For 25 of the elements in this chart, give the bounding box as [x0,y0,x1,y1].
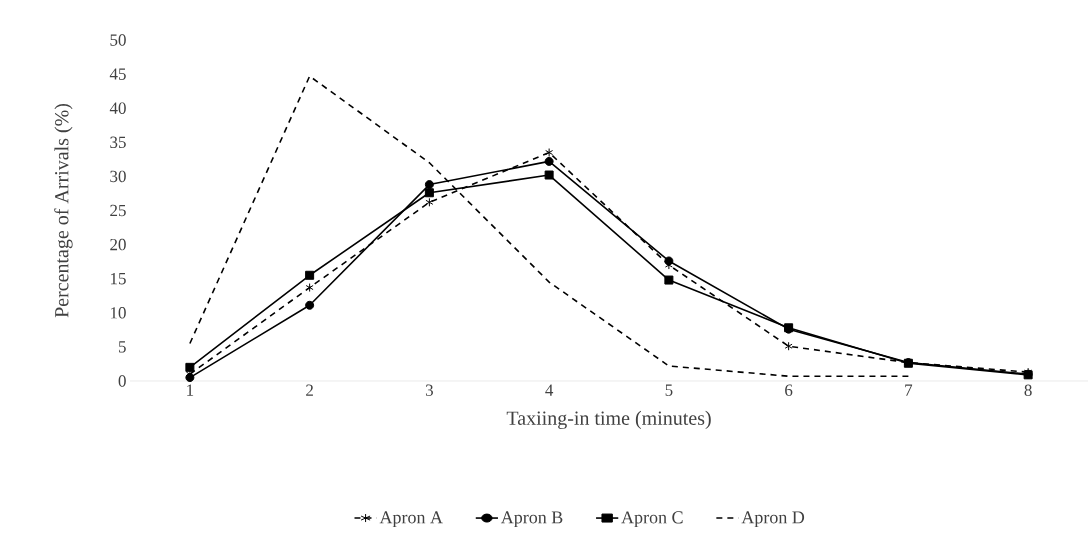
x-tick-label: 1 [187,384,194,396]
y-axis-title: Percentage of Arrivals (%) [54,103,73,318]
x-tick-label: 6 [785,384,793,396]
y-tick-label: 35 [110,136,126,149]
legend-label: Apron C [621,511,683,528]
x-tick-label: 3 [425,384,433,396]
x-tick-label: 7 [905,384,913,396]
y-tick-label: 15 [110,272,126,285]
y-tick-label: 25 [110,204,126,217]
x-tick-label: 8 [1024,384,1032,396]
y-tick-label: 45 [109,68,126,80]
x-axis-title: Taxiing-in time (minutes) [506,410,711,430]
y-tick-label: 40 [109,102,126,114]
y-tick-label: 20 [110,238,126,251]
y-tick-label: 5 [118,341,126,353]
y-tick-label: 50 [110,34,126,46]
x-tick-label: 2 [306,384,313,396]
x-tick-label: 5 [665,384,673,396]
legend-label: Apron B [500,511,563,528]
y-tick-label: 0 [118,375,126,387]
legend-label: Apron D [741,511,805,528]
legend-label: Apron A [379,511,443,528]
x-tick-label: 4 [545,384,554,396]
y-tick-label: 30 [110,170,126,183]
y-tick-label: 10 [110,307,126,319]
